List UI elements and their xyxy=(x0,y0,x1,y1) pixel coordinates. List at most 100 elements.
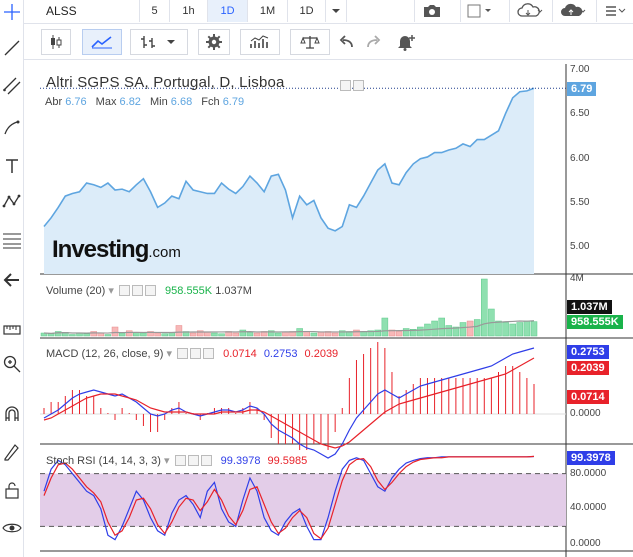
volume-bar xyxy=(111,326,119,337)
settings-small-icon[interactable] xyxy=(190,348,202,359)
timeframe-dropdown-button[interactable]: 1D xyxy=(287,0,325,22)
price-line xyxy=(43,87,535,232)
brush-icon[interactable] xyxy=(0,116,24,140)
volume-bar xyxy=(175,325,183,337)
settings-small-icon[interactable] xyxy=(131,285,143,296)
close-icon[interactable] xyxy=(203,348,215,359)
volume-bar xyxy=(395,331,403,337)
alert-bell-icon[interactable] xyxy=(390,29,422,55)
volume-bar xyxy=(196,330,204,337)
volume-ma-line xyxy=(43,320,535,334)
volume-bar xyxy=(331,332,339,337)
close-icon[interactable] xyxy=(200,455,212,466)
volume-bar xyxy=(402,328,410,337)
area-chart-icon[interactable] xyxy=(82,29,122,55)
volume-bar xyxy=(445,325,453,337)
timeframe-chevron-icon[interactable] xyxy=(325,0,347,22)
timeframe-1m-button[interactable]: 1M xyxy=(247,0,287,22)
magnet-icon[interactable] xyxy=(0,402,24,426)
eye-toggle-icon[interactable] xyxy=(118,285,130,296)
price-axis-label: 5.00 xyxy=(570,241,590,252)
cloud-save-icon[interactable] xyxy=(552,0,592,22)
volume-bar xyxy=(90,331,97,337)
camera-icon[interactable] xyxy=(414,0,448,22)
close-icon[interactable] xyxy=(144,285,156,296)
volume-bar xyxy=(275,332,282,337)
last-price-tag: 6.79 xyxy=(567,82,597,96)
pattern-tool-icon[interactable] xyxy=(0,190,24,214)
stoch-legend: Stoch RSI (14, 14, 3, 3) ▾ 99.3978 99.59… xyxy=(46,455,308,467)
drawing-toolbar xyxy=(0,0,24,557)
volume-bar xyxy=(239,329,247,337)
chart-canvas[interactable] xyxy=(40,64,633,557)
stoch-axis-label: 40.0000 xyxy=(570,502,607,513)
zoom-icon[interactable] xyxy=(0,352,24,376)
volume-bar xyxy=(388,329,396,337)
gear-icon[interactable] xyxy=(198,29,230,55)
eye-icon[interactable] xyxy=(0,516,24,540)
open-label: Abr xyxy=(45,96,63,108)
volume-bar xyxy=(310,332,318,337)
volume-bar xyxy=(118,332,126,337)
close-label: Fch xyxy=(201,96,220,108)
price-axis-label: 7.00 xyxy=(570,64,590,75)
lock-icon[interactable] xyxy=(0,478,24,502)
volume-axis-label: 4M xyxy=(570,273,584,284)
chart-layout-button[interactable] xyxy=(460,0,498,22)
timeframe-1d-button[interactable]: 1D xyxy=(207,0,247,22)
open-value: 6.76 xyxy=(65,96,87,108)
volume-bar xyxy=(47,333,55,337)
indicators-icon[interactable] xyxy=(240,29,280,55)
cloud-load-icon[interactable] xyxy=(509,0,549,22)
settings-small-icon[interactable] xyxy=(187,455,199,466)
redo-icon[interactable] xyxy=(360,29,388,55)
crosshair-icon[interactable] xyxy=(0,0,24,24)
chart-type-bars-icon[interactable] xyxy=(130,29,188,55)
volume-label: Volume (20) xyxy=(46,285,106,297)
text-tool-icon[interactable] xyxy=(0,154,24,178)
symbol-search-input[interactable]: ALSS xyxy=(46,4,77,18)
volume-bar xyxy=(246,332,254,337)
macd-line-value: 0.2753 xyxy=(263,348,298,360)
macd-line xyxy=(43,347,535,459)
volume-tag-black: 1.037M xyxy=(567,300,612,314)
trend-line-icon[interactable] xyxy=(0,36,24,60)
settings-small-icon[interactable] xyxy=(353,80,364,91)
arrow-left-icon[interactable] xyxy=(0,268,24,292)
volume-bar xyxy=(267,330,275,337)
parallel-channel-icon[interactable] xyxy=(0,74,24,98)
settings-sliders-icon[interactable] xyxy=(596,0,633,22)
macd-signal-line xyxy=(43,357,535,449)
high-label: Max xyxy=(95,96,117,108)
timeframe-1h-button[interactable]: 1h xyxy=(169,0,207,22)
undo-icon[interactable] xyxy=(332,29,360,55)
volume-bar xyxy=(459,322,467,337)
timeframe-5-button[interactable]: 5 xyxy=(139,0,169,22)
volume-bar xyxy=(523,320,531,337)
price-area-fill xyxy=(44,88,534,275)
volume-bar xyxy=(481,278,488,337)
volume-bar xyxy=(253,332,261,337)
eye-toggle-icon[interactable] xyxy=(340,80,351,91)
logo-suffix: .com xyxy=(148,244,181,261)
eye-toggle-icon[interactable] xyxy=(174,455,186,466)
volume-bar xyxy=(147,331,154,337)
volume-bar xyxy=(161,333,168,337)
volume-bar xyxy=(410,329,417,337)
volume-bar xyxy=(516,322,524,337)
stoch-axis-label: 80.0000 xyxy=(570,468,607,479)
eye-toggle-icon[interactable] xyxy=(177,348,189,359)
stay-drawing-mode-icon[interactable] xyxy=(0,440,24,464)
volume-bar xyxy=(367,330,374,337)
chart-area[interactable]: Altri SGPS SA, Portugal, D, Lisboa Abr 6… xyxy=(40,64,633,557)
fib-retracement-icon[interactable] xyxy=(0,228,24,252)
logo-brand: Investing xyxy=(52,236,149,263)
stoch-label: Stoch RSI (14, 14, 3, 3) xyxy=(46,455,161,467)
candles-icon[interactable] xyxy=(41,29,71,55)
measure-icon[interactable] xyxy=(0,316,24,340)
low-label: Min xyxy=(150,96,168,108)
macd-legend: MACD (12, 26, close, 9) ▾ 0.0714 0.2753 … xyxy=(46,348,339,360)
chart-title: Altri SGPS SA, Portugal, D, Lisboa xyxy=(46,74,285,91)
compare-scale-icon[interactable] xyxy=(290,29,330,55)
stoch-k-value: 99.3978 xyxy=(220,455,261,467)
